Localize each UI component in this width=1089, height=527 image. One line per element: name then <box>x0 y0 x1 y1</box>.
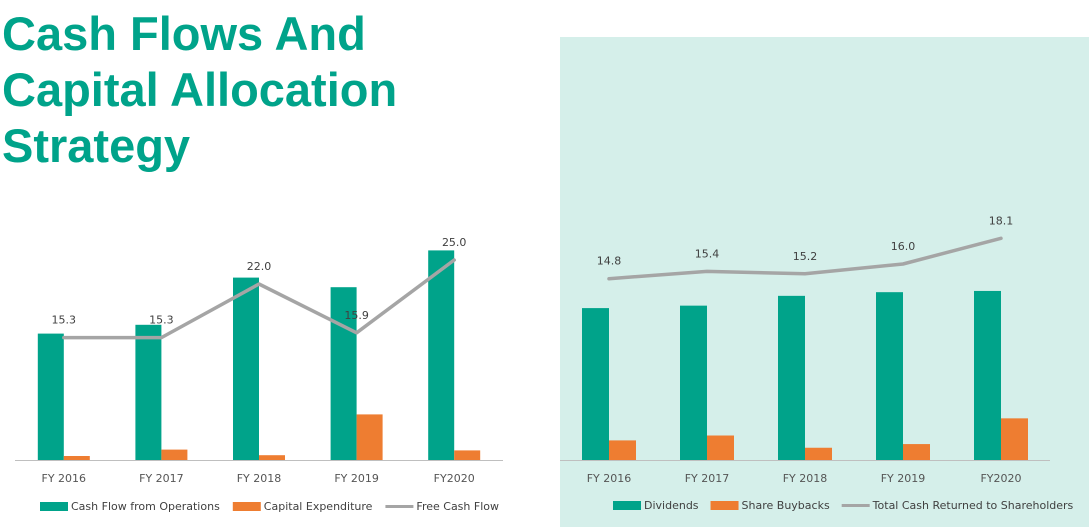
legend-label-total-cash-returned-to-shareholders: Total Cash Returned to Shareholders <box>872 499 1074 512</box>
x-tick-label: FY 2016 <box>42 472 87 485</box>
cash-flow-chart: FY 2016 FY 2017 FY 2018 FY 2019 FY2020 15.3 15… <box>15 236 503 513</box>
line-free-cash-flow <box>62 258 456 340</box>
legend-swatch-cash-flow-from-operations <box>40 502 68 511</box>
bar-capital-expenditure-3 <box>356 414 383 460</box>
page-title-line-3: Strategy <box>2 119 191 172</box>
line-total-cash-returned-to-shareholders <box>607 236 1003 281</box>
x-tick-label: FY 2019 <box>334 472 379 485</box>
legend-swatch-capital-expenditure <box>232 502 261 511</box>
bar-cash-flow-from-operations-3 <box>330 287 357 460</box>
data-label: 15.4 <box>695 247 720 260</box>
bar-share-buybacks-2 <box>805 447 832 460</box>
page-title-line-1: Cash Flows And <box>2 7 366 60</box>
bar-capital-expenditure-2 <box>259 455 285 460</box>
bar-share-buybacks-4 <box>1001 418 1028 460</box>
data-label: 14.8 <box>597 255 622 268</box>
legend-swatch-dividends <box>613 501 641 510</box>
bar-dividends-1 <box>680 305 707 460</box>
x-tick-label: FY 2016 <box>587 472 632 485</box>
page-title-line-2: Capital Allocation <box>2 63 398 116</box>
shareholder-returns-chart: FY 2016 FY 2017 FY 2018 FY 2019 FY2020 14.8 15… <box>560 214 1074 512</box>
x-tick-label: FY 2017 <box>139 472 184 485</box>
data-label: 15.3 <box>149 314 174 327</box>
data-label: 18.1 <box>989 214 1014 227</box>
x-tick-label: FY2020 <box>980 472 1021 485</box>
data-label: 25.0 <box>442 236 467 249</box>
legend-label-dividends: Dividends <box>644 499 699 512</box>
x-tick-label: FY 2018 <box>237 472 282 485</box>
x-tick-label: FY2020 <box>434 472 475 485</box>
bar-cash-flow-from-operations-1 <box>135 324 162 460</box>
data-label: 15.9 <box>344 309 369 322</box>
legend-label-free-cash-flow: Free Cash Flow <box>416 500 499 513</box>
bar-cash-flow-from-operations-4 <box>428 250 455 460</box>
bar-cash-flow-from-operations-2 <box>233 277 259 460</box>
page-title: Cash Flows And Capital Allocation Strate… <box>2 6 397 174</box>
bar-capital-expenditure-1 <box>161 449 188 460</box>
bar-share-buybacks-0 <box>609 440 636 460</box>
bar-share-buybacks-3 <box>903 444 930 460</box>
bar-dividends-3 <box>876 292 903 460</box>
legend-label-capital-expenditure: Capital Expenditure <box>264 500 373 513</box>
legend-label-share-buybacks: Share Buybacks <box>742 499 830 512</box>
bar-dividends-2 <box>778 295 805 460</box>
bar-capital-expenditure-0 <box>63 456 90 460</box>
x-tick-label: FY 2017 <box>685 472 730 485</box>
data-label: 15.3 <box>52 314 77 327</box>
data-label: 16.0 <box>891 240 916 253</box>
bar-cash-flow-from-operations-0 <box>37 333 64 460</box>
bar-capital-expenditure-4 <box>454 450 481 460</box>
bar-share-buybacks-1 <box>707 435 734 460</box>
x-tick-label: FY 2018 <box>783 472 828 485</box>
bar-dividends-0 <box>582 308 609 460</box>
x-tick-label: FY 2019 <box>881 472 926 485</box>
data-label: 22.0 <box>247 260 272 273</box>
legend-swatch-share-buybacks <box>710 501 739 510</box>
bar-dividends-4 <box>974 290 1001 460</box>
data-label: 15.2 <box>793 250 818 263</box>
legend-label-cash-flow-from-operations: Cash Flow from Operations <box>71 500 220 513</box>
